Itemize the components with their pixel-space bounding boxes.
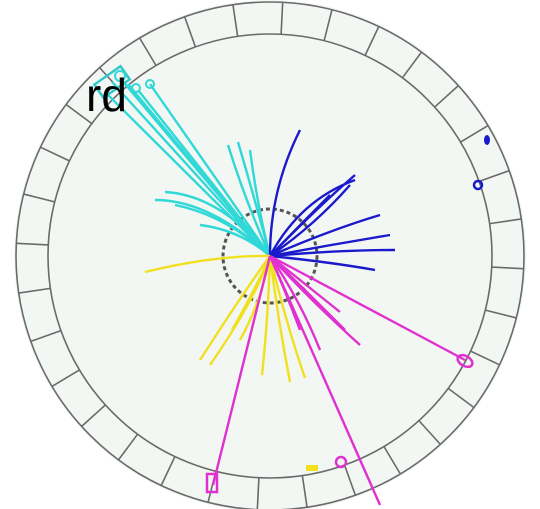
track (269, 194, 331, 257)
track (198, 255, 271, 361)
track (268, 255, 307, 379)
ring-divider (30, 329, 62, 343)
track (268, 255, 302, 331)
outer-calorimeter (15, 1, 525, 509)
ring-divider (232, 4, 239, 37)
track (269, 254, 376, 272)
inner-tracker (221, 207, 319, 305)
track (144, 254, 271, 274)
blue-hit (484, 135, 490, 145)
ring-divider (40, 146, 70, 162)
ring-divider (470, 350, 500, 366)
track (149, 83, 271, 257)
track (248, 149, 272, 257)
track (269, 233, 391, 258)
ring-divider (434, 85, 459, 108)
track (260, 255, 272, 376)
track (211, 255, 272, 486)
ring-divider (301, 475, 308, 508)
ring-divider (183, 16, 197, 48)
magenta-hit (205, 472, 219, 494)
track (269, 255, 322, 351)
ring-divider (460, 124, 489, 143)
ring-divider (323, 9, 333, 41)
ring-divider (117, 433, 139, 461)
ring-divider (256, 477, 260, 509)
track (226, 144, 272, 257)
track (269, 255, 361, 346)
cyan-cluster (92, 64, 132, 100)
ring-divider (401, 51, 423, 79)
ring-divider (280, 2, 284, 35)
outer-ring-edge (15, 1, 525, 509)
track (268, 178, 356, 257)
ring-divider (489, 218, 522, 225)
ring-divider (418, 420, 441, 445)
ring-divider (447, 387, 475, 409)
track (199, 223, 271, 257)
ring-divider (23, 193, 55, 203)
hits (92, 64, 490, 494)
ring-divider (18, 287, 51, 294)
magenta-hit (456, 353, 474, 369)
cyan-hit (131, 83, 141, 93)
track (269, 248, 396, 258)
ring-divider (65, 103, 93, 125)
track (269, 213, 381, 258)
ring-divider (478, 169, 510, 183)
yellow-hit (306, 465, 318, 471)
cyan-hit (114, 70, 126, 82)
track (269, 255, 341, 313)
track (269, 184, 351, 257)
track (230, 255, 272, 331)
track (104, 91, 271, 257)
ring-divider (343, 464, 357, 496)
ring-divider (383, 446, 402, 475)
magenta-hit (334, 455, 348, 469)
blue-hit (472, 179, 484, 191)
track (268, 255, 292, 383)
ring-divider (364, 26, 380, 56)
ring-divider (491, 266, 524, 270)
tracks (104, 77, 466, 506)
track (137, 89, 271, 257)
track (268, 129, 302, 257)
ring-divider (160, 456, 176, 486)
ring-divider (138, 37, 157, 66)
ring-divider (51, 369, 80, 388)
ring-divider (485, 309, 517, 319)
ring-divider (16, 242, 49, 246)
ring-divider (81, 404, 106, 427)
inner-ring-edge (47, 33, 493, 479)
cyan-hit (145, 79, 155, 89)
track (269, 254, 466, 362)
track (164, 190, 271, 257)
label: rd (86, 69, 127, 121)
